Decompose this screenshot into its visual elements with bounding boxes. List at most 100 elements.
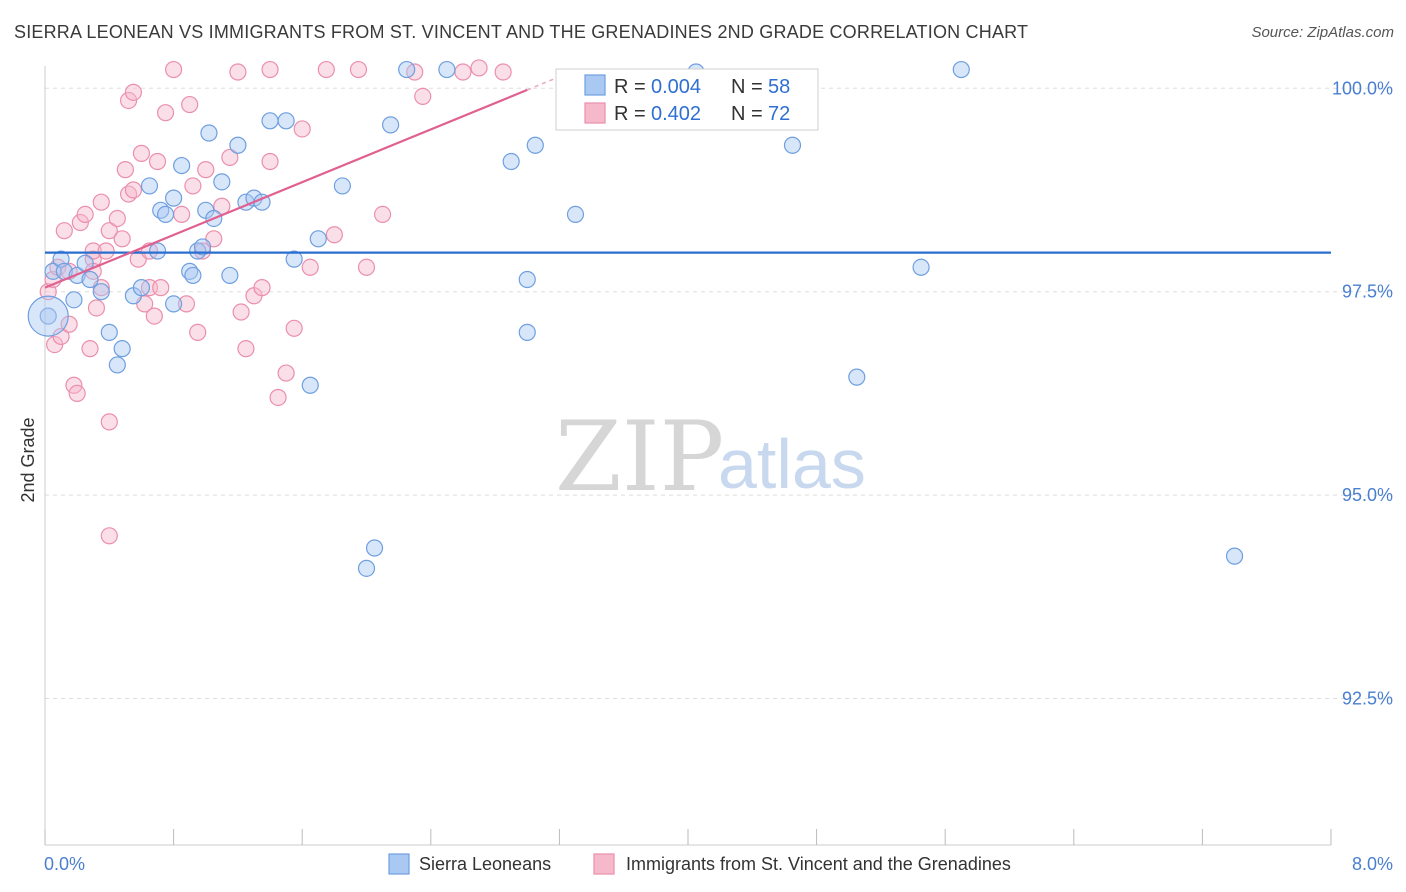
axes <box>44 66 1332 846</box>
y-axis-label: 2nd Grade <box>18 417 38 502</box>
x-tick-label-min: 0.0% <box>44 854 85 874</box>
legend-r-label-1: R = <box>614 76 646 98</box>
point-sierra-leoneans <box>156 205 175 223</box>
point-immigrants <box>100 413 118 431</box>
point-sierra-leoneans <box>173 156 191 175</box>
point-immigrants <box>113 230 131 248</box>
point-immigrants <box>71 213 89 232</box>
point-sierra-leoneans <box>165 189 183 207</box>
point-immigrants <box>325 226 343 244</box>
point-immigrants <box>132 144 151 162</box>
point-immigrants <box>229 63 247 81</box>
series-label-sierra-leoneans: Sierra Leoneans <box>419 854 551 874</box>
point-sierra-leoneans <box>229 136 247 154</box>
point-immigrants <box>349 60 368 79</box>
x-tick-labels: 0.0% 8.0% <box>44 854 1393 874</box>
point-immigrants <box>116 161 134 179</box>
legend-n-label-2: N = <box>731 103 763 125</box>
point-sierra-leoneans <box>285 250 303 268</box>
point-immigrants <box>108 209 126 228</box>
point-immigrants <box>293 120 311 138</box>
point-sierra-leoneans <box>261 112 279 130</box>
point-immigrants <box>197 161 215 179</box>
point-immigrants <box>55 222 73 240</box>
point-immigrants <box>301 258 319 276</box>
point-immigrants <box>221 148 239 167</box>
point-sierra-leoneans <box>148 242 167 260</box>
y-tick-label: 95.0% <box>1342 485 1393 505</box>
point-sierra-leoneans <box>438 60 456 79</box>
point-sierra-leoneans <box>566 205 585 223</box>
y-tick-label: 92.5% <box>1342 689 1393 709</box>
watermark-zip: ZIP <box>555 401 724 513</box>
stats-legend: R = 0.004 N = 58 R = 0.402 N = 72 <box>555 68 819 131</box>
point-sierra-leoneans <box>848 368 866 386</box>
legend-r-value-2: 0.402 <box>651 103 701 125</box>
trend-line-immigrants <box>44 88 528 289</box>
point-immigrants <box>494 63 512 81</box>
x-tick-label-max: 8.0% <box>1352 854 1393 874</box>
point-immigrants <box>173 205 191 223</box>
point-immigrants <box>232 303 250 321</box>
point-sierra-leoneans <box>65 291 83 309</box>
point-sierra-leoneans <box>357 559 376 577</box>
legend-n-value-1: 58 <box>768 76 790 98</box>
point-sierra-leoneans <box>1225 547 1244 565</box>
point-immigrants <box>81 340 99 358</box>
point-immigrants <box>124 181 143 199</box>
point-sierra-leoneans <box>200 124 218 142</box>
point-immigrants <box>52 327 70 346</box>
y-tick-labels: 100.0% 97.5% 95.0% 92.5% <box>1332 78 1393 708</box>
source-label: Source: ZipAtlas.com <box>1251 24 1394 41</box>
point-sierra-leoneans <box>39 307 57 325</box>
point-immigrants <box>156 104 175 122</box>
point-sierra-leoneans <box>301 376 319 394</box>
data-points <box>27 59 1244 577</box>
point-immigrants <box>317 60 335 79</box>
point-sierra-leoneans <box>213 173 231 191</box>
point-sierra-leoneans <box>277 112 295 130</box>
point-immigrants <box>145 307 163 325</box>
grid-lines <box>45 87 1391 700</box>
point-immigrants <box>414 87 432 106</box>
point-immigrants <box>100 222 118 240</box>
y-tick-label: 97.5% <box>1342 282 1393 302</box>
point-sierra-leoneans <box>108 356 126 374</box>
legend-r-label-2: R = <box>614 103 646 125</box>
y-tick-label: 100.0% <box>1332 78 1393 98</box>
point-sierra-leoneans <box>140 177 159 195</box>
legend-n-value-2: 72 <box>768 103 790 125</box>
point-sierra-leoneans <box>526 136 544 154</box>
point-immigrants <box>76 205 94 223</box>
point-sierra-leoneans <box>309 230 327 248</box>
point-immigrants <box>97 242 115 260</box>
point-immigrants <box>470 59 488 77</box>
point-immigrants <box>68 384 86 403</box>
series-swatch-blue <box>388 853 410 875</box>
point-sierra-leoneans <box>333 177 351 195</box>
series-swatch-pink <box>593 853 615 875</box>
point-sierra-leoneans <box>193 238 212 256</box>
series-label-immigrants: Immigrants from St. Vincent and the Gren… <box>626 854 1011 874</box>
point-immigrants <box>193 242 212 260</box>
point-sierra-leoneans <box>100 323 118 341</box>
point-sierra-leoneans <box>912 258 930 276</box>
point-immigrants <box>285 319 303 337</box>
point-immigrants <box>454 63 472 81</box>
point-immigrants <box>84 242 102 260</box>
point-sierra-leoneans <box>184 266 202 285</box>
point-immigrants <box>124 83 143 101</box>
point-immigrants <box>148 152 167 171</box>
point-sierra-leoneans <box>92 283 110 301</box>
point-sierra-leoneans <box>783 136 802 154</box>
legend-swatch-blue <box>584 74 606 96</box>
point-immigrants <box>87 299 106 317</box>
watermark: ZIP atlas <box>555 401 866 513</box>
point-sierra-leoneans <box>398 60 416 79</box>
point-sierra-leoneans <box>365 539 384 557</box>
point-immigrants <box>92 193 110 211</box>
series-legend: Sierra Leoneans Immigrants from St. Vinc… <box>388 853 1011 875</box>
point-immigrants <box>184 177 202 195</box>
point-sierra-leoneans <box>165 295 183 313</box>
